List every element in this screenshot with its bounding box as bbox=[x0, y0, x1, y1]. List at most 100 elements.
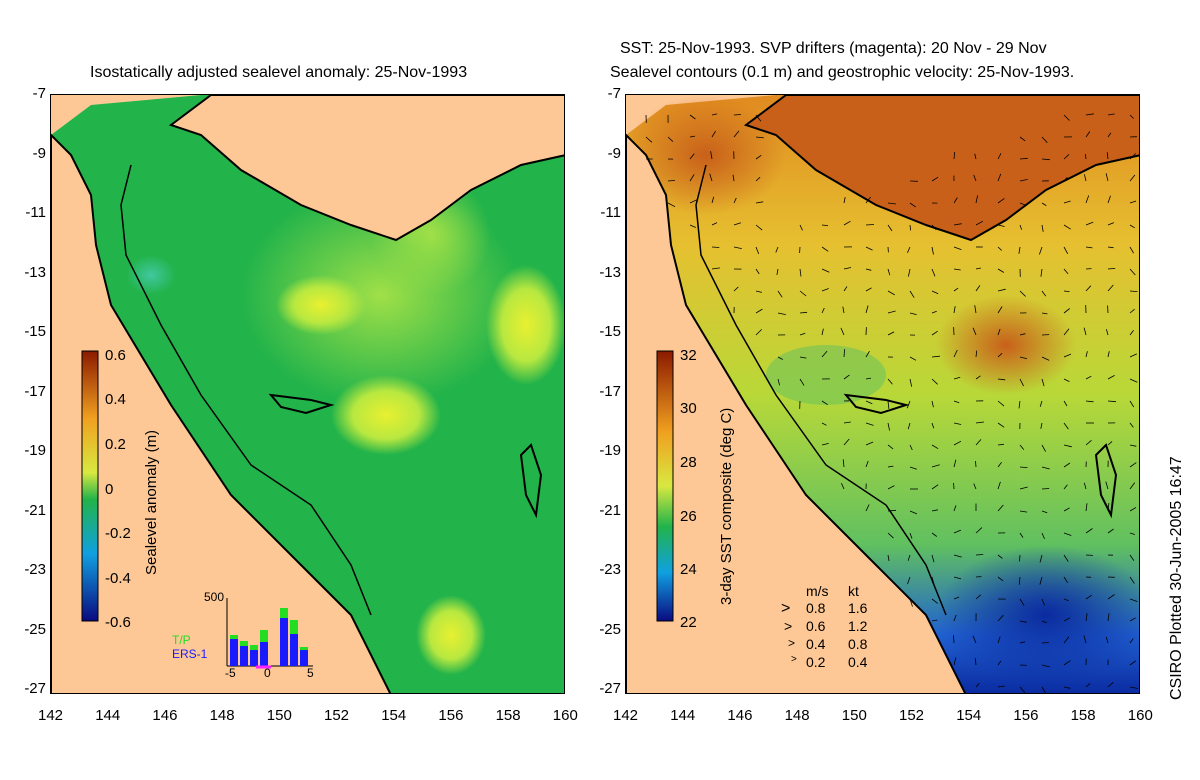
new-guinea-land-sst bbox=[743, 95, 1139, 242]
velocity-arrow bbox=[1019, 356, 1028, 360]
velocity-arrow bbox=[733, 197, 737, 204]
velocity-arrow bbox=[1085, 351, 1088, 358]
velocity-arrow bbox=[1041, 488, 1050, 490]
velocity-arrow bbox=[1085, 613, 1088, 622]
velocity-arrow bbox=[909, 510, 918, 515]
velocity-arrow bbox=[1107, 113, 1115, 116]
velocity-arrow bbox=[799, 332, 806, 336]
velocity-arrow bbox=[1039, 576, 1043, 585]
velocity-arrow bbox=[1041, 686, 1046, 693]
velocity-arrow bbox=[1019, 444, 1025, 450]
velocity-arrow bbox=[953, 400, 960, 404]
lat-tick: -13 bbox=[24, 263, 46, 281]
velocity-arrow bbox=[1063, 422, 1069, 430]
velocity-arrow bbox=[776, 268, 779, 275]
velocity-arrow bbox=[1129, 330, 1134, 336]
velocity-arrow bbox=[1107, 268, 1116, 270]
cb-tick: 24 bbox=[680, 561, 697, 578]
lat-tick: -19 bbox=[24, 442, 46, 459]
velocity-arrow bbox=[953, 422, 962, 425]
histogram-xtick: 0 bbox=[264, 666, 271, 680]
velocity-arrow bbox=[667, 180, 675, 182]
velocity-arrow bbox=[1041, 444, 1046, 452]
velocity-arrow bbox=[909, 290, 915, 298]
sst-colorbar-label: 3-day SST composite (deg C) bbox=[718, 407, 735, 605]
velocity-arrow bbox=[997, 614, 1004, 622]
velocity-arrow bbox=[821, 400, 828, 406]
lon-tick: 158 bbox=[1070, 707, 1096, 724]
sst-map-graphic bbox=[626, 95, 1139, 693]
velocity-arrow bbox=[755, 154, 762, 160]
velocity-arrow bbox=[887, 202, 896, 205]
velocity-arrow bbox=[1129, 638, 1134, 644]
cb-tick: 28 bbox=[680, 454, 697, 471]
velocity-arrow bbox=[1063, 290, 1070, 292]
velocity-arrow bbox=[755, 224, 763, 231]
velocity-arrow bbox=[843, 421, 851, 424]
velocity-arrow bbox=[931, 290, 939, 295]
histogram-bars bbox=[226, 598, 313, 669]
sealevel-map-graphic bbox=[51, 95, 564, 693]
velocity-arrow bbox=[975, 439, 982, 446]
velocity-arrow bbox=[1107, 613, 1110, 622]
velocity-arrow bbox=[931, 554, 935, 563]
velocity-arrow bbox=[865, 504, 870, 512]
velocity-arrow bbox=[909, 378, 913, 387]
velocity-arrow bbox=[799, 356, 807, 359]
velocity-arrow bbox=[1063, 328, 1070, 336]
velocity-arrow bbox=[975, 682, 980, 688]
velocity-arrow bbox=[1129, 114, 1134, 119]
velocity-arrow bbox=[997, 198, 1005, 204]
velocity-arrow bbox=[842, 306, 845, 314]
velocity-arrow bbox=[931, 484, 939, 490]
cb-tick: 30 bbox=[680, 400, 697, 417]
plot-credit: CSIRO Plotted 30-Jun-2005 16:47 bbox=[1168, 456, 1185, 700]
velocity-arrow bbox=[1107, 400, 1117, 403]
velocity-arrow bbox=[887, 400, 890, 409]
histogram-xtick: -5 bbox=[225, 666, 236, 680]
velocity-arrow bbox=[931, 176, 939, 182]
velocity-arrow bbox=[1018, 246, 1021, 254]
velocity-arrow bbox=[953, 440, 962, 446]
lat-tick: -25 bbox=[599, 620, 621, 638]
velocity-arrow bbox=[1019, 598, 1025, 606]
velocity-arrow bbox=[1129, 554, 1135, 561]
velocity-arrow bbox=[1107, 284, 1114, 292]
velocity-arrow bbox=[821, 328, 824, 336]
velocity-arrow bbox=[1018, 400, 1021, 409]
velocity-arrow bbox=[1085, 131, 1091, 138]
velocity-arrow bbox=[953, 635, 955, 644]
velocity-arrow bbox=[1040, 268, 1043, 277]
velocity-arrow bbox=[975, 350, 978, 358]
velocity-arrow bbox=[887, 532, 894, 539]
velocity-arrow bbox=[1129, 462, 1137, 468]
velocity-arrow bbox=[1063, 378, 1070, 382]
velocity-arrow bbox=[1085, 528, 1093, 534]
velocity-arrow bbox=[1063, 554, 1069, 562]
histogram-series-tp: T/P bbox=[172, 633, 191, 647]
lat-tick: -15 bbox=[24, 323, 46, 340]
velocity-arrow bbox=[1107, 681, 1114, 688]
anomaly-colorbar-label: Sealevel anomaly (m) bbox=[143, 429, 160, 575]
velocity-arrow bbox=[841, 483, 845, 490]
velocity-arrow bbox=[1041, 510, 1048, 514]
velocity-arrow bbox=[799, 268, 802, 277]
velocity-arrow bbox=[1085, 594, 1092, 600]
velocity-arrow bbox=[907, 422, 911, 430]
cb-tick: -0.4 bbox=[105, 570, 131, 587]
velocity-arrow bbox=[953, 657, 957, 666]
velocity-arrow bbox=[799, 290, 807, 297]
lon-tick: 152 bbox=[324, 707, 350, 724]
velocity-arrow bbox=[1041, 290, 1047, 297]
velocity-arrow bbox=[821, 268, 830, 273]
velocity-arrow bbox=[1085, 153, 1087, 160]
velocity-arrow bbox=[1129, 482, 1136, 490]
velocity-arrow bbox=[931, 598, 938, 604]
velocity-arrow bbox=[1019, 532, 1024, 538]
velocity-arrow bbox=[755, 136, 764, 139]
velocity-arrow bbox=[974, 153, 977, 160]
velocity-arrow bbox=[907, 246, 911, 254]
velocity-arrow bbox=[1107, 195, 1111, 204]
cb-tick: 26 bbox=[680, 508, 697, 525]
velocity-arrow bbox=[1085, 400, 1094, 403]
